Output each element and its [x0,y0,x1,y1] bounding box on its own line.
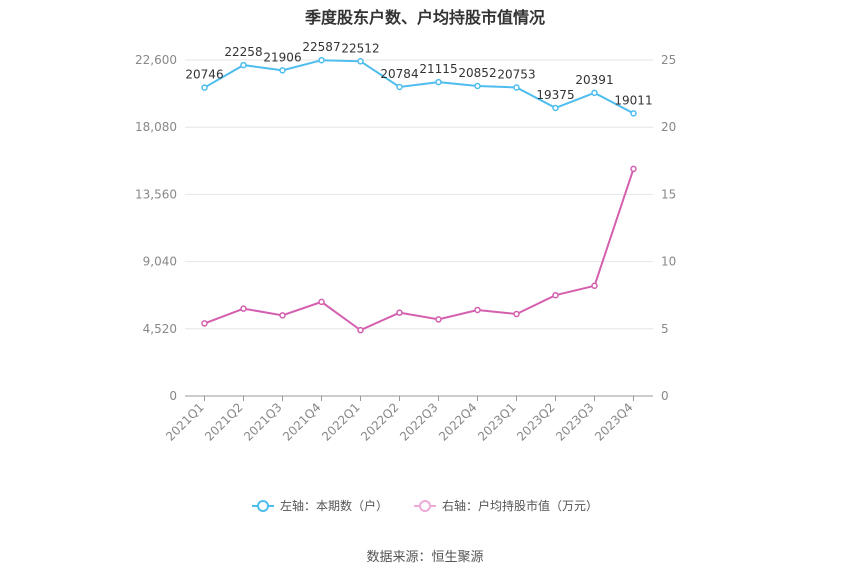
series-layer [201,56,637,334]
households-point [318,56,325,64]
households-data-label: 20391 [575,73,613,87]
households-point [552,104,559,112]
avg-value-point [201,320,208,327]
legend-label-households: 左轴：本期数（户） [279,499,388,513]
avg-value-point [552,291,559,299]
households-point [279,67,286,74]
x-tick-label: 2023Q2 [514,400,558,444]
avg-value-point [630,165,637,173]
legend-label-avg-value: 右轴：户均持股市值（万元） [442,499,599,513]
y-right-tick-label: 20 [661,120,676,134]
households-data-label: 19375 [536,88,574,102]
x-tick-label: 2023Q4 [592,400,636,444]
households-point [357,58,364,65]
x-tick-label: 2022Q1 [319,400,363,444]
households-point [474,82,481,90]
households-data-label: 20746 [185,68,223,82]
chart-title: 季度股东户数、户均持股市值情况 [304,8,545,27]
legend-line-marker-icon [414,499,436,512]
avg-value-point [591,282,598,290]
axis-layer: 0 4,520 9,040 13,560 18,080 22,600 0 5 10 15 20 25 2… [135,53,676,444]
x-tick-label: 2022Q3 [397,400,441,444]
households-data-label: 22587 [302,40,340,54]
avg-value-point [240,305,247,312]
households-point [591,89,598,97]
households-point [513,84,520,91]
x-tick-label: 2021Q4 [280,400,324,444]
y-left-tick-label: 9,040 [143,255,177,269]
avg-value-point [279,312,286,319]
y-left-tick-label: 4,520 [143,322,177,336]
avg-value-point [396,309,403,316]
households-point [435,78,442,86]
avg-value-point [318,298,325,306]
x-tick-label: 2021Q2 [202,400,246,444]
avg-value-point [435,316,442,323]
households-point [240,61,247,69]
x-tick-label: 2022Q4 [436,400,480,444]
y-right-tick-label: 0 [661,389,669,403]
grid-layer [185,59,653,330]
households-data-label: 21115 [419,62,457,76]
legend-item-avg-value[interactable]: 右轴：户均持股市值（万元） [414,497,598,514]
households-point [396,83,403,91]
x-tick-label: 2022Q2 [358,400,402,444]
source-note: 数据来源：恒生聚源 [366,550,484,565]
x-tick-label: 2023Q1 [475,400,519,444]
avg-value-point [513,310,520,318]
households-data-label: 20784 [380,67,418,81]
households-point [201,84,208,91]
legend: 左轴：本期数（户） 右轴：户均持股市值（万元） [0,497,850,514]
y-left-tick-label: 18,080 [135,120,177,134]
y-right-tick-label: 5 [661,322,669,336]
y-left-tick-label: 0 [169,389,177,403]
households-data-label: 20852 [458,66,496,80]
households-data-label: 21906 [263,50,301,64]
y-right-tick-label: 25 [661,53,676,67]
y-right-tick-label: 15 [661,187,676,201]
y-left-tick-label: 13,560 [135,187,177,201]
legend-line-marker-icon [251,499,274,512]
avg-value-line [204,168,635,332]
households-data-label: 22512 [341,41,379,55]
legend-item-households[interactable]: 左轴：本期数（户） [251,497,388,514]
y-right-tick-label: 10 [661,255,676,269]
x-tick-label: 2021Q1 [163,400,207,444]
y-left-tick-label: 22,600 [135,53,177,67]
households-data-label: 19011 [614,93,652,107]
households-point [630,110,637,117]
avg-value-point [474,306,481,314]
avg-value-point [357,326,364,334]
households-line [204,59,634,115]
households-data-label: 20753 [497,67,535,81]
x-tick-label: 2021Q3 [241,400,285,444]
households-data-label: 22258 [224,45,262,59]
x-tick-label: 2023Q3 [553,400,597,444]
